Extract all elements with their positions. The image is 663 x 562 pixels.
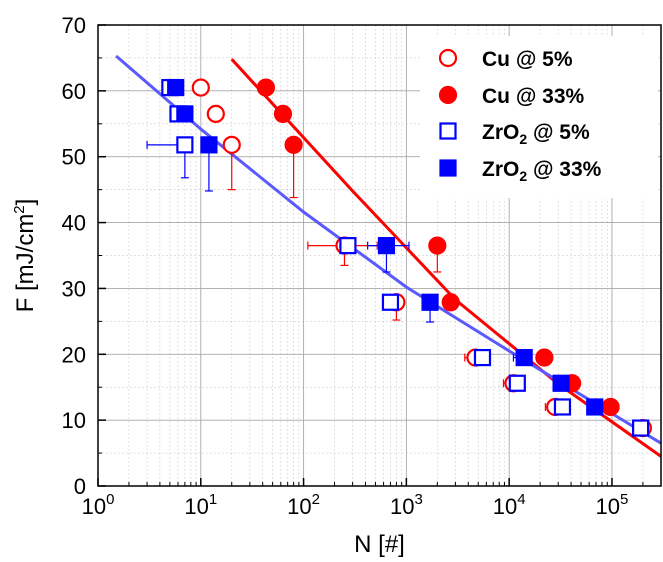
data-point-series-3 <box>552 374 570 392</box>
y-tick-label: 10 <box>62 408 86 433</box>
x-tick-label-exp: 5 <box>620 491 628 508</box>
legend-label-cu-5: Cu @ 5% <box>482 48 573 71</box>
data-point-series-1 <box>428 236 447 255</box>
x-tick-label-exp: 3 <box>414 491 422 508</box>
legend-label-zro2-5-rest: @ 5% <box>527 121 590 144</box>
legend-background <box>420 36 658 198</box>
data-point-series-3 <box>176 105 194 123</box>
y-tick-label: 70 <box>62 13 86 38</box>
data-markers <box>161 78 652 438</box>
x-tick-label-base: 10 <box>493 494 517 519</box>
legend-entry-cu-33: Cu @ 33% <box>438 85 584 108</box>
data-point-series-3 <box>515 348 533 367</box>
data-point-series-3 <box>377 237 396 255</box>
data-point-series-3 <box>586 398 604 416</box>
data-point-series-2 <box>632 419 650 437</box>
x-tick-label-exp: 2 <box>312 491 320 508</box>
y-axis-title-main: F [mJ/cm <box>12 214 39 313</box>
legend-entry-zro2-33: ZrO2 @ 33% <box>439 158 602 184</box>
y-tick-label: 40 <box>62 211 86 236</box>
legend-label-zro2-5: ZrO2 @ 5% <box>482 121 590 147</box>
y-tick-label: 20 <box>62 342 86 367</box>
x-tick-label-base: 10 <box>184 494 208 519</box>
legend-label-cu-5-main: Cu @ 5% <box>482 48 573 71</box>
legend-label-zro2-33: ZrO2 @ 33% <box>482 158 602 184</box>
x-axis-title: N [#] <box>354 531 405 558</box>
data-point-series-3 <box>421 293 439 311</box>
legend-marker-shape <box>438 48 458 68</box>
data-point-series-2 <box>381 293 400 311</box>
data-point-series-3 <box>167 78 185 97</box>
legend-marker-shape <box>438 85 458 105</box>
legend-label-cu-33-main: Cu @ 33% <box>482 85 584 108</box>
legend: Cu @ 5% Cu @ 33% ZrO2 @ 5% ZrO2 @ 33% <box>420 36 658 198</box>
y-tick-label: 30 <box>62 276 86 301</box>
x-tick-label-base: 10 <box>287 494 311 519</box>
x-tick-label-base: 10 <box>596 494 620 519</box>
data-point-series-1 <box>256 78 276 97</box>
data-point-series-2 <box>553 398 572 416</box>
data-point-series-1 <box>601 397 620 417</box>
data-point-series-0 <box>222 135 241 154</box>
data-point-series-1 <box>441 293 460 312</box>
y-tick-label: 60 <box>62 79 86 104</box>
x-tick-label: 102 <box>287 491 320 519</box>
data-point-series-1 <box>284 135 303 154</box>
data-point-series-2 <box>176 136 194 154</box>
legend-label-zro2-33-rest: @ 33% <box>527 158 602 181</box>
data-point-series-0 <box>191 78 210 97</box>
legend-label-zro2-5-sub: 2 <box>519 131 527 147</box>
legend-marker-cu-5 <box>438 48 458 68</box>
legend-label-zro2-33-main: ZrO <box>482 158 519 181</box>
data-point-series-2 <box>508 374 526 392</box>
legend-marker-shape <box>439 122 457 140</box>
legend-marker-zro2-33 <box>439 159 457 177</box>
data-point-series-2 <box>473 348 492 367</box>
x-tick-label-exp: 0 <box>106 491 114 508</box>
data-point-series-2 <box>339 237 357 255</box>
legend-label-zro2-5-main: ZrO <box>482 121 519 144</box>
legend-entry-cu-5: Cu @ 5% <box>438 48 573 71</box>
x-tick-label: 104 <box>493 491 526 519</box>
x-tick-label-base: 10 <box>390 494 414 519</box>
legend-label-cu-33: Cu @ 33% <box>482 85 584 108</box>
x-tick-label: 103 <box>390 491 423 519</box>
y-axis-title: F [mJ/cm2] <box>11 199 39 313</box>
x-tick-label-exp: 4 <box>517 491 525 508</box>
x-tick-label: 100 <box>82 491 115 519</box>
y-tick-label: 50 <box>62 145 86 170</box>
data-point-series-1 <box>535 348 554 367</box>
data-point-series-0 <box>206 104 225 124</box>
x-tick-label-exp: 1 <box>209 491 217 508</box>
legend-marker-zro2-5 <box>439 122 457 140</box>
x-tick-label: 105 <box>596 491 629 519</box>
legend-entry-zro2-5: ZrO2 @ 5% <box>439 121 590 147</box>
x-tick-label-base: 10 <box>82 494 106 519</box>
x-tick-label: 101 <box>184 491 217 519</box>
data-point-series-1 <box>273 104 293 124</box>
data-point-series-3 <box>200 136 218 154</box>
axis-ticks <box>97 24 662 487</box>
legend-marker-cu-33 <box>438 85 458 105</box>
y-tick-label: 0 <box>74 474 86 499</box>
legend-label-zro2-33-sub: 2 <box>519 168 527 184</box>
y-axis-title-end: ] <box>12 199 39 206</box>
y-axis-title-sup: 2 <box>11 205 28 213</box>
legend-marker-shape <box>439 159 457 177</box>
